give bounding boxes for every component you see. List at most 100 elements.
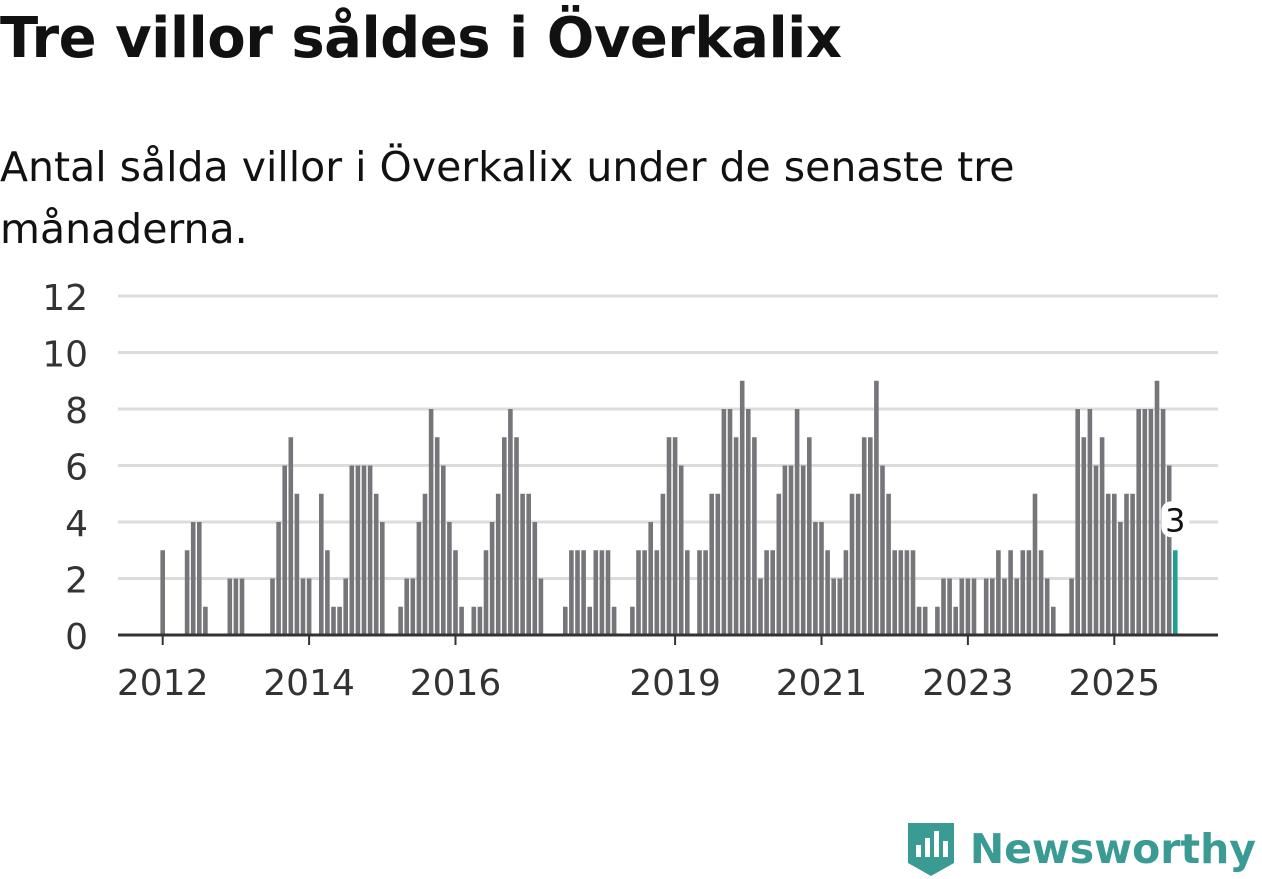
bar <box>563 606 568 635</box>
bar <box>404 578 409 635</box>
bar <box>1166 465 1172 635</box>
bar <box>1105 493 1111 635</box>
bar <box>733 437 739 635</box>
bar <box>807 437 812 635</box>
bar <box>282 465 287 635</box>
bar <box>1032 493 1038 635</box>
bar <box>581 550 586 635</box>
bar <box>666 437 672 635</box>
bar <box>1142 409 1148 635</box>
bar <box>941 578 946 635</box>
bar <box>325 550 330 635</box>
bar <box>569 550 574 635</box>
bar <box>959 578 965 635</box>
bar <box>288 437 294 635</box>
bar <box>398 606 403 635</box>
bar <box>788 465 794 635</box>
bar <box>642 550 647 635</box>
bar <box>227 578 233 635</box>
bar <box>1038 550 1044 635</box>
x-axis: 2012 2014 2016 2019 2021 2023 2025 <box>117 633 1218 704</box>
bar <box>776 493 782 635</box>
bar <box>947 578 952 635</box>
bar <box>331 606 336 635</box>
bar <box>410 578 416 635</box>
annotation: 3 <box>1161 501 1190 539</box>
x-tick-label: 2023 <box>922 663 1014 704</box>
bar <box>337 606 342 635</box>
bar <box>861 437 867 635</box>
bar <box>1075 409 1080 635</box>
bar <box>1069 578 1074 635</box>
bar <box>703 550 708 635</box>
bar <box>819 522 824 635</box>
bar <box>935 606 940 635</box>
bar <box>294 493 300 635</box>
bar <box>910 550 916 635</box>
bar <box>843 550 849 635</box>
bar <box>605 550 611 635</box>
bar <box>855 493 861 635</box>
bar <box>660 493 666 635</box>
bar <box>1020 550 1026 635</box>
newsworthy-icon <box>907 823 954 876</box>
bar <box>434 437 440 635</box>
bar <box>1130 493 1135 635</box>
y-tick-label: 10 <box>42 335 88 376</box>
bar <box>1118 522 1123 635</box>
bar <box>575 550 580 635</box>
bar <box>825 550 830 635</box>
bar <box>886 493 891 635</box>
bar <box>752 437 757 635</box>
bar <box>727 409 733 635</box>
bar <box>197 522 202 635</box>
bar <box>1026 550 1032 635</box>
bar <box>1136 409 1141 635</box>
bar <box>1099 437 1105 635</box>
bar <box>477 606 483 635</box>
bar <box>306 578 312 635</box>
bar <box>489 522 495 635</box>
bar <box>483 550 489 635</box>
bar <box>349 465 355 635</box>
bar <box>721 409 727 635</box>
bar <box>190 522 196 635</box>
bar <box>373 493 379 635</box>
bar <box>520 493 525 635</box>
bar <box>508 409 513 635</box>
bar <box>990 578 995 635</box>
bar <box>367 465 373 635</box>
bar <box>538 578 544 635</box>
bar <box>502 437 507 635</box>
bar <box>422 493 428 635</box>
bar <box>203 606 208 635</box>
bar <box>996 550 1001 635</box>
bar <box>898 550 904 635</box>
x-tick-label: 2016 <box>410 663 502 704</box>
bar <box>1124 493 1129 635</box>
bar <box>355 465 361 635</box>
bar <box>1008 550 1013 635</box>
bar <box>459 606 464 635</box>
bar <box>770 550 775 635</box>
chart-title: Tre villor såldes i Överkalix <box>0 6 842 71</box>
bar <box>276 522 281 635</box>
x-tick-label: 2019 <box>629 663 721 704</box>
bar <box>715 493 721 635</box>
bar <box>599 550 605 635</box>
y-tick-label: 12 <box>42 278 88 319</box>
bar <box>782 465 788 635</box>
x-tick-label: 2012 <box>117 663 209 704</box>
bar <box>953 606 958 635</box>
bar <box>447 522 452 635</box>
bar <box>587 606 592 635</box>
bar <box>1044 578 1050 635</box>
bar <box>300 578 306 635</box>
bar <box>758 578 763 635</box>
bar <box>1081 437 1087 635</box>
bar <box>380 522 385 635</box>
bar <box>904 550 910 635</box>
bar <box>678 465 684 635</box>
bar <box>874 380 879 635</box>
chart-subtitle: Antal sålda villor i Överkalix under de … <box>0 143 1015 253</box>
